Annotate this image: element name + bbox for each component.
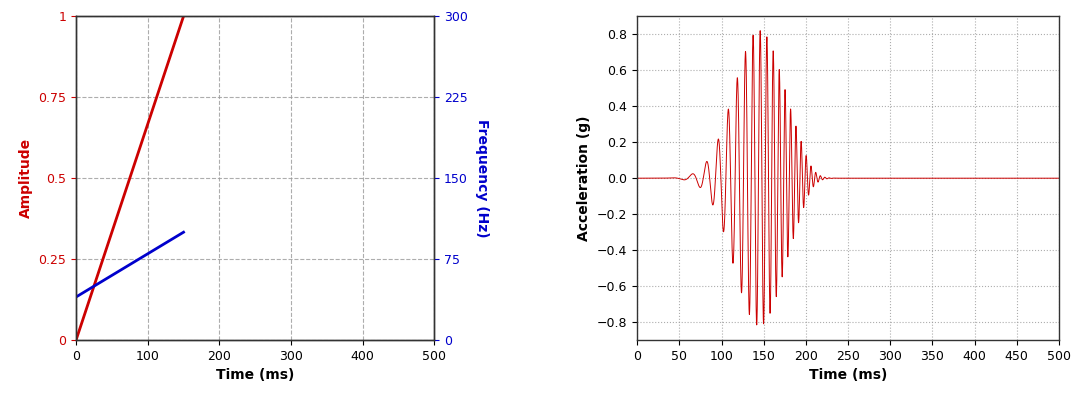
- X-axis label: Time (ms): Time (ms): [216, 369, 294, 382]
- Y-axis label: Frequency (Hz): Frequency (Hz): [475, 119, 489, 237]
- Y-axis label: Amplitude: Amplitude: [18, 138, 33, 218]
- Y-axis label: Acceleration (g): Acceleration (g): [578, 115, 592, 241]
- X-axis label: Time (ms): Time (ms): [809, 369, 887, 382]
